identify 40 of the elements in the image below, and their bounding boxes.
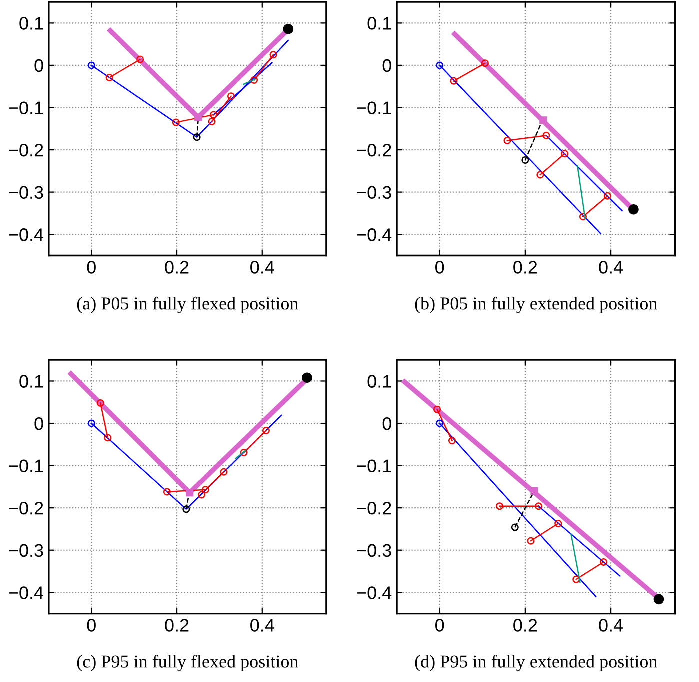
y-tick-label: −0.4	[357, 586, 392, 600]
x-tick-label: 0	[87, 619, 96, 632]
text: (c) P95 in fully flexed position	[77, 654, 298, 672]
y-tick-label: 0	[382, 417, 392, 430]
y-tick-label: −0.3	[9, 544, 44, 558]
y-tick-label: 0	[34, 417, 44, 430]
y-tick-label: −0.3	[357, 186, 392, 200]
x-tick-label: 0.4	[250, 619, 274, 632]
x-tick-label: 0	[436, 261, 444, 274]
y-tick-label: −0.3	[9, 186, 44, 200]
y-tick-label: 0	[34, 59, 44, 72]
y-tick-label: −0.2	[9, 502, 44, 515]
y-tick-label: −0.3	[357, 544, 392, 558]
x-tick-label: 0.2	[165, 261, 189, 274]
y-tick-label: −0.4	[9, 586, 44, 600]
y-tick-label: −0.2	[357, 502, 392, 515]
y-tick-label: −0.1	[9, 460, 44, 473]
x-tick-label: 0.2	[514, 261, 538, 274]
x-tick-label: 0.2	[514, 619, 538, 632]
y-tick-label: 0.1	[368, 375, 392, 388]
x-tick-label: 0.4	[250, 261, 274, 274]
x-tick-label: 0	[436, 619, 444, 632]
text: (d) P95 in fully extended position	[415, 654, 658, 672]
text: (a) P05 in fully flexed position	[77, 296, 298, 314]
y-tick-label: −0.1	[9, 102, 44, 114]
y-tick-label: −0.4	[9, 228, 44, 242]
x-tick-label: 0	[87, 261, 96, 274]
y-tick-label: 0.1	[368, 17, 392, 30]
y-tick-label: 0.1	[20, 375, 44, 388]
y-tick-label: −0.2	[357, 144, 392, 157]
y-tick-label: 0	[382, 59, 392, 72]
y-tick-label: −0.1	[357, 102, 392, 114]
x-tick-label: 0.4	[599, 261, 624, 274]
x-tick-label: 0.2	[165, 619, 189, 632]
y-tick-label: 0.1	[20, 17, 44, 30]
x-tick-label: 0.4	[599, 619, 624, 632]
y-tick-label: −0.1	[357, 460, 392, 473]
y-tick-label: −0.4	[357, 228, 392, 242]
y-tick-label: −0.2	[9, 144, 44, 157]
text: (b) P05 in fully extended position	[415, 296, 658, 314]
